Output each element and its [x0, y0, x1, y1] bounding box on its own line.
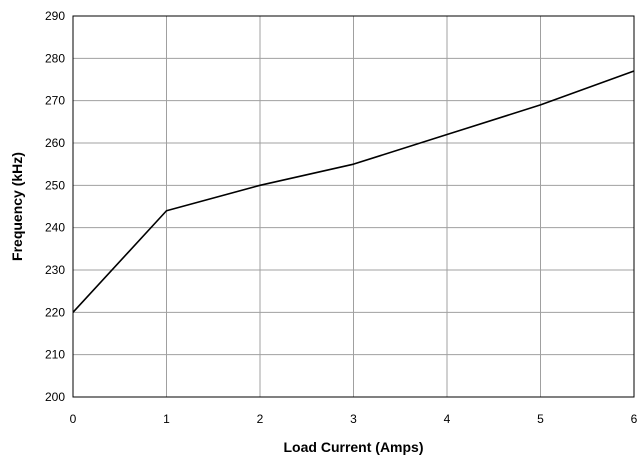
series-line [72, 70, 635, 313]
plot-frame [72, 15, 635, 398]
x-tick-label: 1 [163, 412, 170, 426]
y-tick-label: 230 [45, 263, 65, 277]
x-tick-label: 3 [350, 412, 357, 426]
y-tick-labels: 200 210 220 230 240 250 260 270 280 290 [45, 9, 65, 404]
grid [72, 15, 635, 398]
y-tick-label: 250 [45, 178, 65, 192]
y-tick-label: 260 [45, 136, 65, 150]
y-axis-title: Frequency (kHz) [9, 152, 25, 261]
y-tick-label: 200 [45, 390, 65, 404]
x-tick-label: 6 [631, 412, 638, 426]
y-tick-label: 210 [45, 348, 65, 362]
x-axis-title: Load Current (Amps) [284, 439, 424, 455]
x-tick-label: 0 [70, 412, 77, 426]
y-tick-label: 290 [45, 9, 65, 23]
y-tick-label: 270 [45, 94, 65, 108]
x-tick-label: 4 [444, 412, 451, 426]
y-tick-label: 280 [45, 51, 65, 65]
y-tick-label: 240 [45, 221, 65, 235]
y-tick-label: 220 [45, 305, 65, 319]
x-tick-labels: 0 1 2 3 4 5 6 [70, 412, 638, 426]
series-layer [72, 70, 635, 313]
x-tick-label: 2 [257, 412, 264, 426]
x-tick-label: 5 [537, 412, 544, 426]
